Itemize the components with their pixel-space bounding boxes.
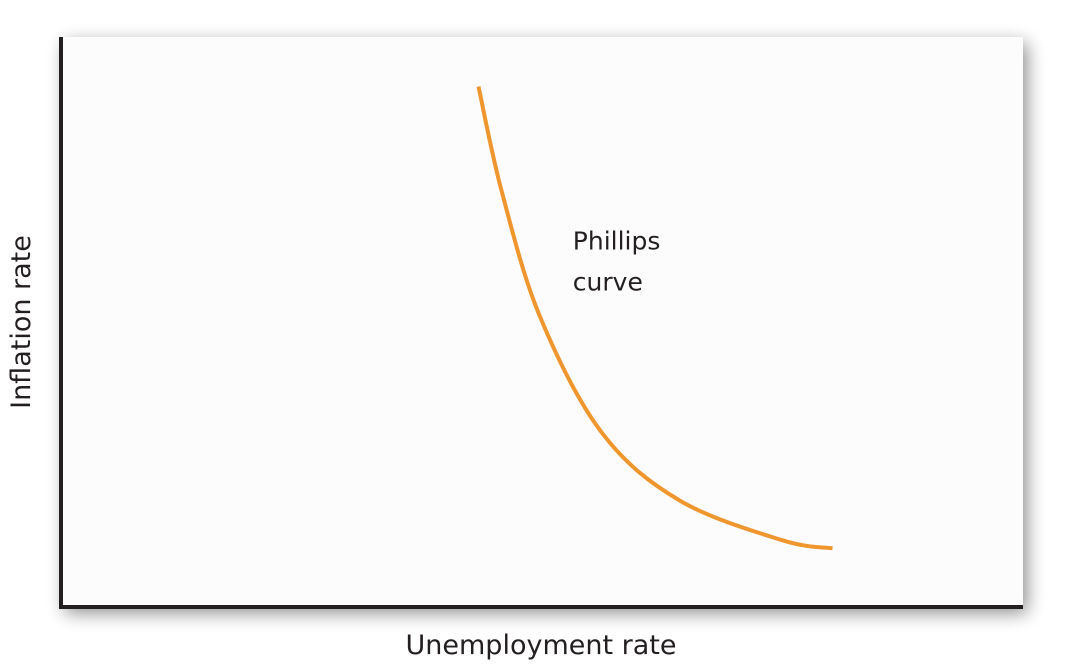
curve-label-line1: Phillips [573, 227, 661, 256]
phillips-curve-line [476, 86, 833, 551]
x-axis-label: Unemployment rate [406, 630, 677, 661]
y-axis-label: Inflation rate [6, 235, 37, 409]
curve-label-line2: curve [573, 268, 643, 297]
